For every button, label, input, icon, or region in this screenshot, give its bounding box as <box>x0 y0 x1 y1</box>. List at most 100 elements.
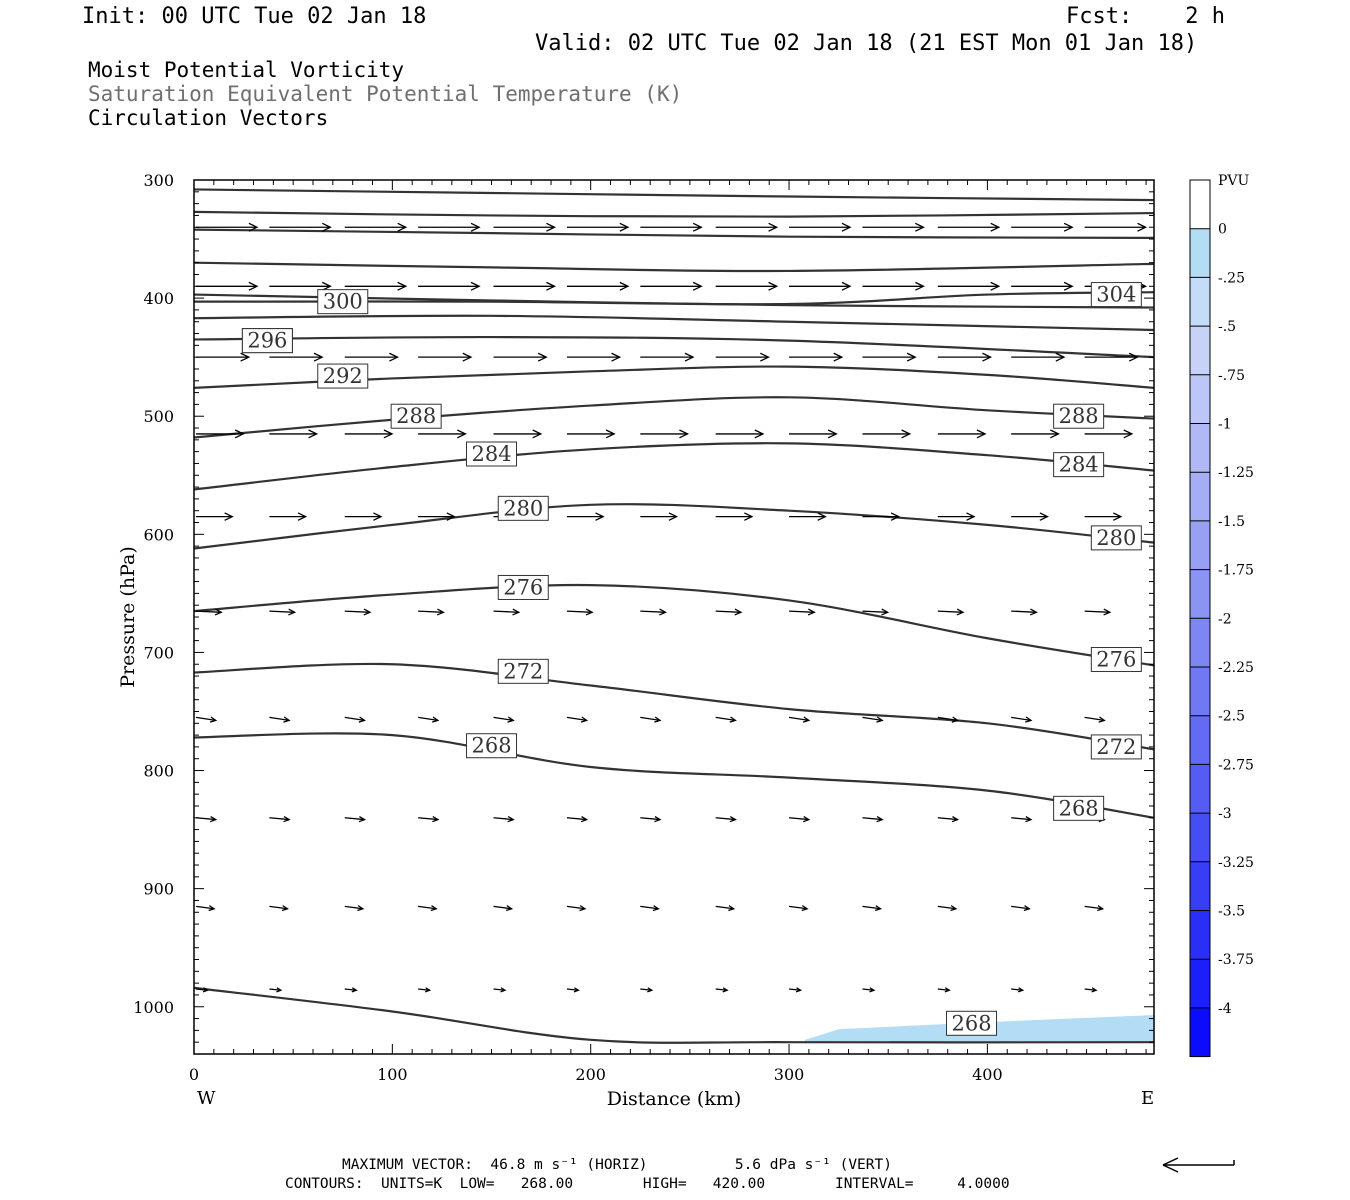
isentrope-line <box>193 396 1155 439</box>
reference-vector-arrow <box>1162 1157 1235 1173</box>
circulation-vector-head <box>313 352 324 362</box>
circulation-vector-head <box>383 429 394 439</box>
circulation-vector-head <box>901 429 912 439</box>
circulation-vector <box>418 716 438 722</box>
contour-label-box <box>1053 795 1105 821</box>
circulation-vector-head <box>1098 716 1106 723</box>
circulation-vector <box>788 716 809 722</box>
circulation-vector <box>715 905 734 910</box>
contour-label-box <box>317 289 369 315</box>
circulation-vector <box>1011 610 1037 613</box>
colorbar-label: -1.75 <box>1218 563 1254 579</box>
circulation-vector-head <box>990 222 1001 232</box>
circulation-vector <box>640 610 666 613</box>
circulation-vector-head <box>768 222 779 232</box>
circulation-vector-head <box>611 352 622 362</box>
circulation-vector <box>566 905 586 910</box>
circulation-vector-head <box>202 987 209 993</box>
circulation-vector <box>715 716 736 722</box>
circulation-vector <box>195 905 215 910</box>
circulation-vector-head <box>432 815 440 823</box>
circulation-vector <box>862 988 875 991</box>
circulation-vector-head <box>1018 987 1025 993</box>
circulation-vector-head <box>532 429 543 439</box>
circulation-vector-head <box>446 512 456 521</box>
circulation-vector <box>566 817 587 821</box>
circulation-vector-head <box>580 716 589 723</box>
circulation-vector-head <box>580 815 589 823</box>
circulation-vector-head <box>1063 281 1074 291</box>
contour-info-text: CONTOURS: UNITS=K LOW= 268.00 HIGH= 420.… <box>285 1176 1010 1192</box>
circulation-vector-head <box>876 815 884 823</box>
colorbar-segment <box>1190 326 1210 375</box>
circulation-vector-head <box>579 905 587 912</box>
circulation-vector-head <box>357 905 365 912</box>
colorbar-segment <box>1190 715 1210 765</box>
circulation-vector <box>715 817 736 821</box>
circulation-vector <box>195 610 222 613</box>
circulation-vector <box>937 988 950 991</box>
valid-time: Valid: 02 UTC Tue 02 Jan 18 (21 EST Mon … <box>535 31 1198 56</box>
contour-label-box <box>466 733 518 759</box>
circulation-vector-head <box>248 281 259 291</box>
circulation-vector-head <box>692 281 703 291</box>
colorbar-label: -1.25 <box>1218 465 1254 481</box>
contour-label: 268 <box>951 1011 991 1035</box>
colorbar-label: -3.25 <box>1218 855 1254 871</box>
colorbar-label: -1 <box>1218 417 1232 433</box>
circulation-vector <box>715 610 741 613</box>
colorbar-segment <box>1190 861 1210 911</box>
circulation-vector <box>493 905 512 910</box>
circulation-vector-head <box>768 281 779 291</box>
colorbar-label: -3.5 <box>1218 904 1245 920</box>
colorbar-label: -.25 <box>1218 270 1245 286</box>
contour-label-box <box>1090 734 1142 760</box>
isentrope-line <box>193 732 1155 819</box>
contour-label-box <box>390 403 442 429</box>
x-tick-label: 300 <box>774 1065 805 1084</box>
y-tick-label: 1000 <box>133 998 174 1017</box>
circulation-vector-head <box>1123 429 1134 439</box>
circulation-vector <box>1011 905 1030 910</box>
circulation-vector-head <box>457 429 467 439</box>
circulation-vector-head <box>373 512 383 521</box>
circulation-vector-head <box>951 815 960 823</box>
circulation-vector-head <box>807 608 816 616</box>
max-vector-text: MAXIMUM VECTOR: 46.8 m s⁻¹ (HORIZ) 5.6 d… <box>342 1157 892 1173</box>
circulation-vector-head <box>1050 429 1060 439</box>
circulation-vector-head <box>722 987 729 993</box>
circulation-vector-head <box>1112 512 1123 521</box>
circulation-vector-head <box>692 222 703 232</box>
circulation-vector <box>789 610 815 613</box>
isentrope-line <box>193 228 1155 239</box>
circulation-vector-head <box>470 281 481 291</box>
contour-label: 272 <box>503 659 543 683</box>
circulation-vector-head <box>209 815 218 823</box>
isentrope-line <box>193 335 1155 359</box>
circulation-vector-head <box>288 608 297 616</box>
y-tick-label: 400 <box>143 289 174 308</box>
isentrope-line <box>193 188 1155 202</box>
circulation-vector-head <box>801 905 809 912</box>
isentrope-line <box>193 261 1155 273</box>
circulation-vector <box>862 817 883 821</box>
colorbar-label: -3 <box>1218 806 1232 822</box>
circulation-vector <box>344 988 357 991</box>
circulation-vector-head <box>654 716 662 723</box>
circulation-vector <box>1011 988 1023 991</box>
circulation-vector-head <box>1023 905 1031 912</box>
circulation-vector <box>788 817 809 821</box>
circulation-vector-head <box>430 905 438 912</box>
circulation-vector-head <box>652 905 660 912</box>
circulation-vector-head <box>906 352 917 362</box>
circulation-vector <box>1084 610 1110 613</box>
circulation-vector-head <box>647 987 654 993</box>
colorbar-segment <box>1190 180 1210 229</box>
circulation-vector <box>640 817 661 821</box>
colorbar-segment <box>1190 910 1210 960</box>
x-tick-label: 100 <box>377 1065 408 1084</box>
colorbar-segment <box>1190 423 1210 473</box>
circulation-vector-head <box>817 512 827 521</box>
circulation-vector-head <box>619 281 630 291</box>
circulation-vector-head <box>432 716 440 723</box>
